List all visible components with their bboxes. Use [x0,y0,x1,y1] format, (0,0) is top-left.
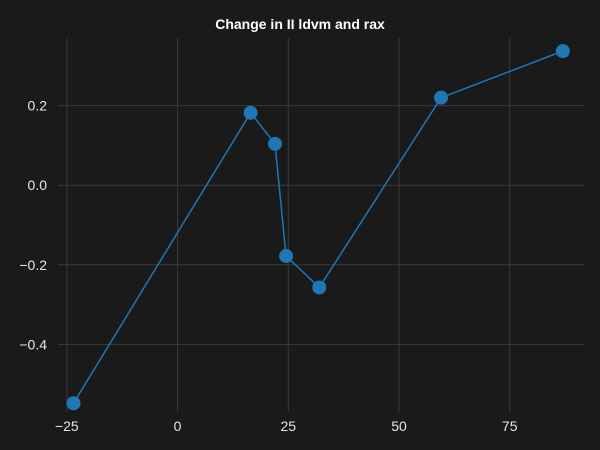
x-tick-label: 25 [280,418,296,434]
data-point [312,280,327,295]
data-point [268,136,282,151]
x-tick-label: 50 [391,418,407,434]
chart-title: Change in II ldvm and rax [215,16,385,32]
y-tick-label: −0.2 [19,257,47,273]
data-point [555,44,570,59]
grid [58,38,585,412]
y-tick-label: 0.0 [28,177,48,193]
tick-labels: −25 0 25 50 75 −0.4 −0.2 0.0 0.2 [19,98,517,434]
data-point [66,396,81,411]
series-layer [66,44,570,411]
x-tick-label: −25 [55,418,79,434]
x-tick-label: 0 [174,418,182,434]
x-tick-label: 75 [502,418,518,434]
data-point [279,249,294,264]
data-point [243,105,258,120]
data-point [434,90,449,105]
series-line [72,50,564,404]
y-tick-label: 0.2 [28,98,48,114]
y-tick-label: −0.4 [19,336,47,352]
